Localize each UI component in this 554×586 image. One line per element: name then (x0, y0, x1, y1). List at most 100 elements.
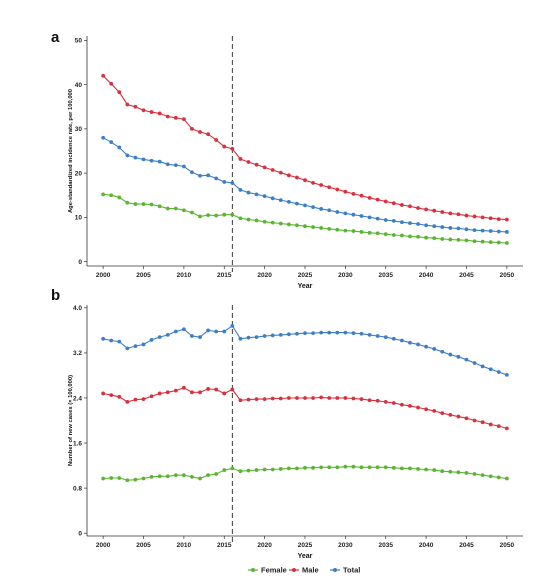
data-point-male (359, 193, 364, 198)
x-tick-label: 2000 (96, 272, 111, 279)
data-point-male (391, 201, 396, 206)
data-point-female (214, 472, 219, 476)
data-point-male (286, 396, 291, 400)
data-point-total (230, 180, 235, 185)
data-point-total (181, 327, 186, 332)
data-point-female (262, 219, 267, 224)
data-point-female (448, 237, 453, 242)
data-point-male (375, 398, 380, 403)
data-point-female (254, 468, 259, 472)
data-point-male (141, 108, 146, 113)
data-point-total (246, 190, 251, 195)
data-point-total (399, 220, 404, 225)
x-tick-label: 2010 (177, 272, 192, 279)
data-point-male (262, 165, 267, 170)
data-point-total (488, 367, 493, 372)
legend-marker-total (333, 568, 337, 572)
x-tick-label: 2015 (217, 542, 232, 549)
data-point-total (472, 361, 477, 365)
data-point-male (383, 400, 388, 404)
data-point-female (222, 468, 227, 472)
data-point-total (173, 163, 178, 168)
data-point-female (367, 230, 372, 235)
x-tick-label: 2030 (338, 272, 353, 279)
data-point-total (254, 192, 259, 197)
data-point-female (157, 474, 162, 479)
x-tick-label: 2045 (459, 542, 474, 549)
y-tick-label: 40 (75, 82, 83, 89)
data-point-male (214, 387, 219, 392)
data-point-male (222, 391, 227, 396)
x-tick-label: 2040 (419, 542, 434, 549)
data-point-male (448, 211, 453, 216)
data-point-male (416, 206, 420, 210)
data-point-male (303, 178, 307, 183)
data-point-female (141, 476, 146, 481)
data-point-total (367, 332, 372, 337)
data-point-total (157, 335, 162, 340)
data-point-female (472, 472, 477, 476)
y-tick-label: 20 (75, 170, 83, 177)
y-tick-label: 1.6 (73, 440, 82, 447)
data-point-total (496, 370, 501, 374)
data-point-total (117, 339, 122, 344)
data-point-male (424, 407, 429, 412)
data-point-male (464, 416, 469, 421)
data-point-female (367, 465, 372, 470)
legend-label-female: Female (261, 566, 287, 575)
data-point-total (101, 336, 106, 341)
data-point-total (391, 218, 396, 223)
data-point-male (399, 402, 404, 407)
data-point-total (109, 338, 114, 343)
legend-label-male: Male (302, 566, 319, 575)
data-point-total (303, 203, 307, 208)
data-point-total (286, 332, 291, 337)
x-tick-label: 2005 (136, 272, 151, 279)
data-point-total (214, 176, 219, 181)
data-point-female (464, 238, 469, 243)
data-point-female (456, 470, 461, 475)
data-point-female (286, 222, 291, 227)
data-point-female (440, 469, 445, 474)
data-point-male (157, 391, 162, 396)
data-point-female (488, 240, 493, 245)
data-point-total (472, 228, 477, 233)
data-point-female (206, 213, 211, 218)
data-point-male (238, 398, 243, 403)
data-point-male (319, 183, 324, 187)
data-point-female (359, 465, 364, 470)
data-point-male (399, 203, 404, 207)
data-point-total (351, 212, 356, 217)
data-point-female (270, 467, 275, 472)
data-point-male (125, 400, 130, 404)
data-point-female (117, 195, 122, 200)
data-point-total (157, 159, 162, 164)
data-point-total (432, 347, 437, 351)
data-point-female (327, 226, 332, 231)
data-point-male (303, 396, 307, 400)
data-point-female (408, 234, 412, 239)
data-point-male (230, 387, 235, 392)
data-point-total (295, 201, 299, 206)
data-point-male (335, 187, 340, 192)
data-point-total (399, 338, 404, 343)
data-point-female (343, 228, 348, 233)
data-point-female (125, 478, 130, 483)
data-point-total (149, 158, 154, 163)
data-point-male (488, 216, 493, 221)
data-point-male (133, 397, 138, 402)
data-point-male (262, 397, 267, 401)
y-tick-label: 2.4 (73, 395, 82, 402)
data-point-female (472, 239, 477, 244)
data-point-total (488, 229, 493, 233)
data-point-female (488, 474, 493, 479)
data-point-female (246, 217, 251, 222)
data-point-male (181, 385, 186, 390)
data-point-total (311, 205, 315, 210)
data-point-male (133, 104, 138, 109)
data-point-male (109, 81, 114, 86)
data-point-female (141, 202, 146, 206)
data-point-total (448, 352, 453, 357)
data-point-male (383, 199, 388, 204)
